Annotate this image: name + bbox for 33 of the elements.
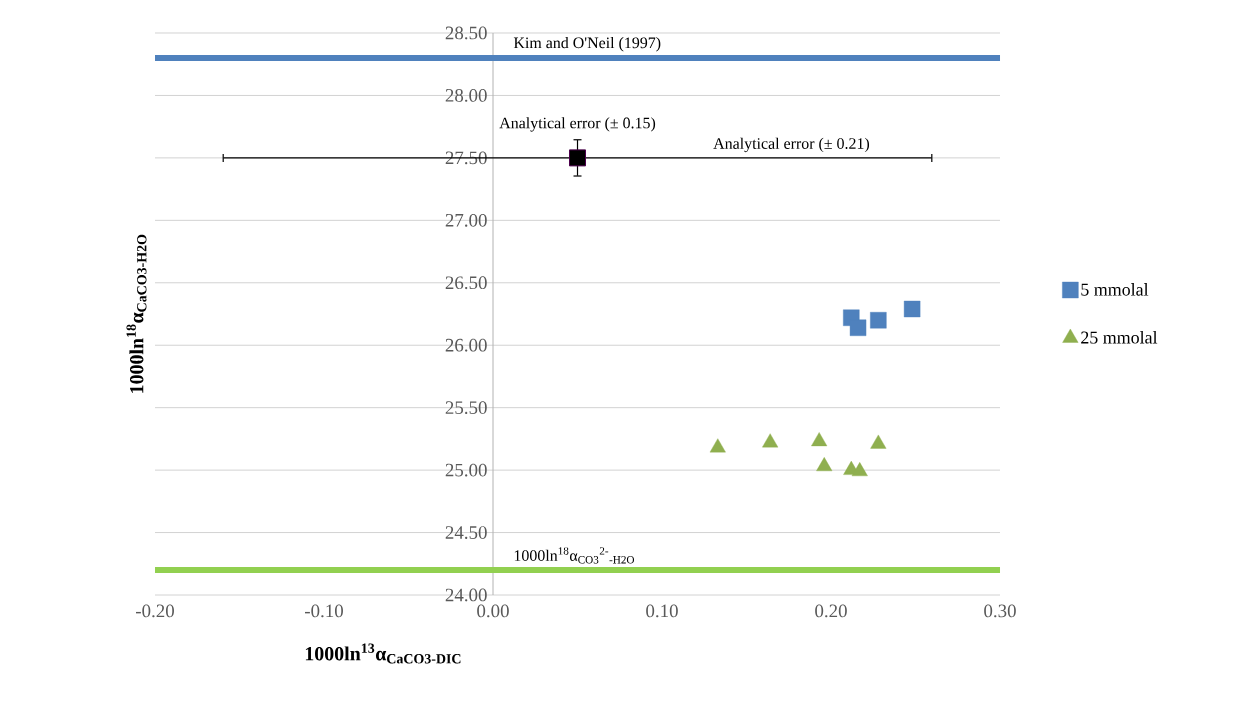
y-tick-label: 26.00 (445, 338, 487, 352)
point (870, 434, 887, 449)
annotation: Analytical error (± 0.21) (713, 137, 870, 153)
y-tick-label: 24.00 (445, 588, 487, 602)
point (709, 438, 726, 453)
point (569, 149, 587, 167)
ref-line-label: 1000ln$^{18}$α$_{CO3}$2--H2O (514, 547, 635, 564)
y-tick-label: 26.50 (445, 276, 487, 290)
x-tick-label: 0.30 (984, 604, 1016, 618)
x-tick-label: 0.00 (477, 604, 509, 618)
point (903, 300, 921, 318)
point (816, 457, 833, 472)
x-tick-label: -0.10 (304, 604, 343, 618)
y-tick-label: 28.00 (445, 89, 487, 102)
point (870, 312, 887, 329)
point (849, 319, 867, 336)
x-tick-label: 0.10 (646, 604, 678, 618)
y-tick-label: 25.00 (445, 463, 487, 477)
point (811, 432, 828, 447)
ref-line-label: Kim and O'Neil (1997) (513, 37, 661, 52)
y-axis-title: 1000ln$^{18}$α$_{CaCO3-H2O}$ (126, 234, 147, 393)
y-tick-label: 28.50 (445, 26, 487, 40)
point (762, 433, 779, 448)
x-tick-label: 0.20 (815, 604, 847, 618)
x-tick-label: -0.20 (135, 604, 174, 618)
y-tick-label: 25.50 (445, 401, 487, 415)
y-tick-label: 27.00 (445, 213, 487, 227)
annotation: Analytical error (± 0.15) (499, 117, 656, 132)
legend-label: 25 mmolal (1081, 331, 1158, 344)
x-axis-title: 1000ln$^{13}$α$_{CaCO3-DIC}$ (305, 643, 461, 664)
y-tick-label: 24.50 (445, 526, 487, 539)
legend-label: 5 mmolal (1081, 283, 1149, 296)
point (851, 462, 868, 477)
